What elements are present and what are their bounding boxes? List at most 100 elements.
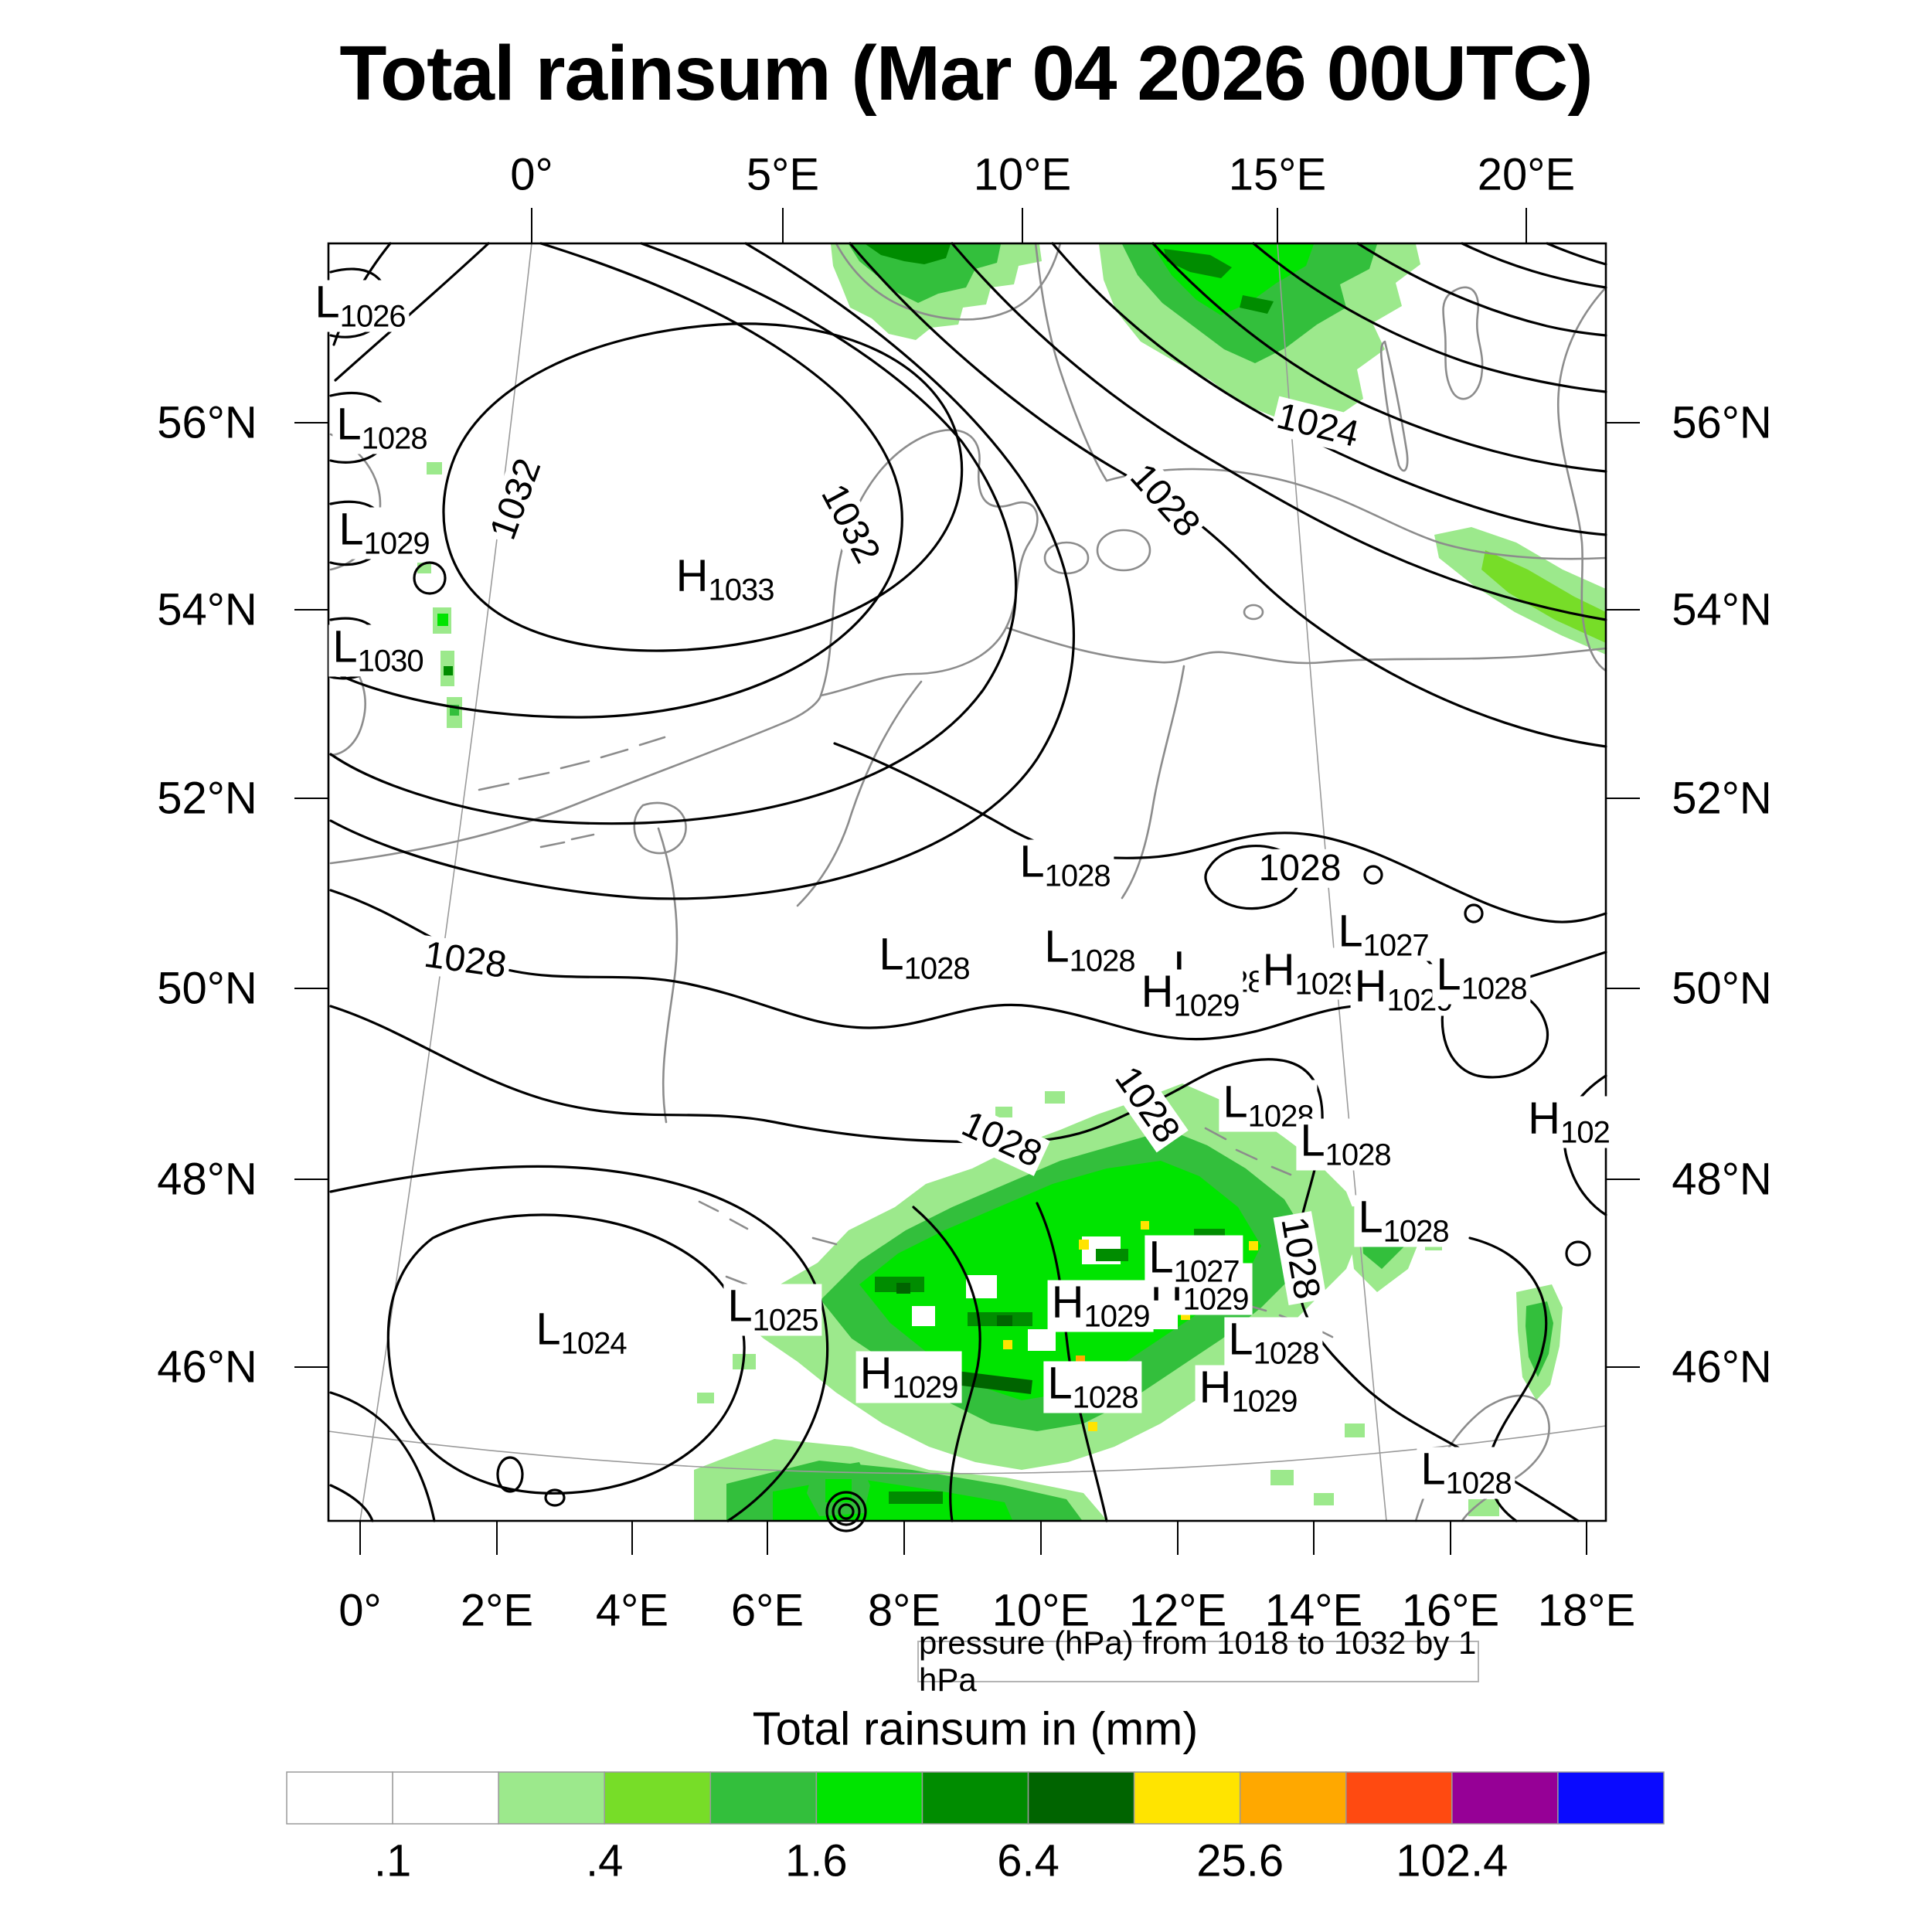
pressure-contour <box>1546 242 1607 266</box>
pressure-letter: L <box>1019 836 1045 887</box>
coastline <box>329 694 822 865</box>
pressure-contour <box>1563 1074 1607 1216</box>
pressure-marker-l1028: L1028 <box>1296 1118 1395 1172</box>
pressure-marker-l1027: L1027 <box>1145 1235 1243 1289</box>
coastline <box>539 833 595 849</box>
colorbar-segment <box>1451 1771 1559 1825</box>
rain-patch <box>1164 249 1232 278</box>
bottom-axis-label: 18°E <box>1537 1585 1636 1636</box>
pressure-value: 1024 <box>560 1326 628 1361</box>
rain-patch <box>825 1479 852 1502</box>
left-axis-label: 54°N <box>157 584 257 635</box>
pressure-marker-l1028: L1028 <box>1015 836 1114 893</box>
colorbar-segment <box>709 1771 818 1825</box>
pressure-value: 1027 <box>1173 1254 1240 1289</box>
pressure-contour <box>1363 865 1383 885</box>
pressure-letter: L <box>1047 1358 1073 1409</box>
map-frame <box>327 242 1607 1522</box>
bottom-axis-label: 6°E <box>730 1585 804 1636</box>
pressure-letter: H <box>1354 961 1387 1012</box>
colorbar-tick-label: 25.6 <box>1196 1835 1284 1886</box>
colorbar-segment <box>286 1771 393 1825</box>
pressure-contour <box>1461 242 1607 289</box>
pressure-contour <box>833 742 1607 923</box>
bottom-axis-label: 8°E <box>867 1585 941 1636</box>
pressure-letter: L <box>338 504 364 555</box>
coastline <box>1005 626 1607 665</box>
colorbar-tick-label: 6.4 <box>997 1835 1060 1886</box>
pressure-value: 1028 <box>1044 859 1111 893</box>
top-axis-label: 5°E <box>746 149 820 200</box>
pressure-value: 1026 <box>339 299 406 334</box>
pressure-letter: L <box>1044 921 1070 972</box>
pressure-value: 1028 <box>1461 971 1528 1006</box>
colorbar-tick-label: .1 <box>373 1835 412 1886</box>
bottom-axis-label: 14°E <box>1264 1585 1363 1636</box>
pressure-value: 1028 <box>1325 1138 1392 1172</box>
left-axis-label: 48°N <box>157 1154 257 1205</box>
left-axis-label: 52°N <box>157 773 257 824</box>
pressure-letter: H <box>1051 1277 1084 1328</box>
pressure-contour <box>1464 903 1484 923</box>
pressure-contour <box>1252 242 1607 393</box>
pressure-value: 1030 <box>357 644 424 679</box>
pressure-caption-text: pressure (hPa) from 1018 to 1032 by 1 hP… <box>919 1624 1477 1698</box>
colorbar-title: Total rainsum in (mm) <box>752 1702 1199 1755</box>
pressure-value: 1028 <box>1445 1466 1512 1501</box>
top-axis-label: 20°E <box>1477 149 1576 200</box>
pressure-contour <box>329 1484 374 1522</box>
pressure-contour <box>544 1488 566 1507</box>
pressure-marker-l1024: L1024 <box>532 1307 631 1361</box>
pressure-value: 102 <box>1560 1115 1611 1150</box>
pressure-letter: H <box>675 550 709 601</box>
rain-patch <box>437 614 448 626</box>
bottom-axis-label: 10°E <box>992 1585 1090 1636</box>
rain-patch <box>417 462 462 728</box>
rain-patch <box>1481 550 1606 643</box>
rain-patch <box>866 244 951 264</box>
pressure-value: 1028 <box>1072 1380 1139 1415</box>
pressure-value: 1029 <box>1294 967 1361 1002</box>
pressure-contour <box>386 1213 746 1495</box>
pressure-letter: L <box>727 1281 753 1332</box>
coastline <box>1121 665 1185 900</box>
pressure-contour <box>442 322 964 652</box>
coastline <box>1557 286 1607 672</box>
pressure-value: 1029 <box>363 526 430 561</box>
pressure-contour <box>951 242 1607 621</box>
pressure-caption-box: pressure (hPa) from 1018 to 1032 by 1 hP… <box>917 1624 1479 1698</box>
bottom-axis-label: 0° <box>338 1585 382 1636</box>
bottom-axis-label: 4°E <box>595 1585 669 1636</box>
coastline <box>657 827 679 1124</box>
pressure-letter: H <box>859 1348 893 1399</box>
pressure-marker-l1028: L1028 <box>1354 1195 1453 1247</box>
pressure-letter: L <box>1436 949 1461 1000</box>
pressure-value: 1033 <box>708 573 774 607</box>
top-axis-label: 15°E <box>1228 149 1327 200</box>
left-axis-label: 50°N <box>157 963 257 1014</box>
colorbar-segment <box>921 1771 1029 1825</box>
right-axis-label: 50°N <box>1672 963 1772 1014</box>
pressure-value: 1029 <box>1231 1384 1298 1419</box>
right-axis-label: 54°N <box>1672 584 1772 635</box>
pressure-marker-h1029: H1029 <box>1047 1280 1154 1332</box>
colorbar-tick-label: .4 <box>586 1835 624 1886</box>
pressure-marker-l1028: L1028 <box>1432 949 1531 1006</box>
pressure-value: 1029 <box>1173 988 1240 1023</box>
pressure-value: 1029 <box>892 1370 958 1405</box>
bottom-axis-label: 12°E <box>1128 1585 1227 1636</box>
pressure-marker-h1029: H1029 <box>1195 1365 1301 1419</box>
pressure-contour <box>329 1005 1580 1522</box>
pressure-value: 1028 <box>903 951 971 986</box>
coastline <box>1034 242 1607 560</box>
pressure-contour <box>1204 844 1301 910</box>
pressure-contour <box>838 1503 855 1520</box>
colorbar-segment <box>815 1771 923 1825</box>
pressure-letter: H <box>1528 1093 1561 1144</box>
pressure-marker-h102: H102 <box>1524 1093 1614 1150</box>
coastline <box>1379 340 1409 472</box>
left-axis-label: 46°N <box>157 1342 257 1393</box>
right-axis-label: 46°N <box>1672 1342 1772 1393</box>
pressure-letter: L <box>1338 906 1363 957</box>
pressure-marker-l1028: L1028 <box>1219 1080 1318 1132</box>
